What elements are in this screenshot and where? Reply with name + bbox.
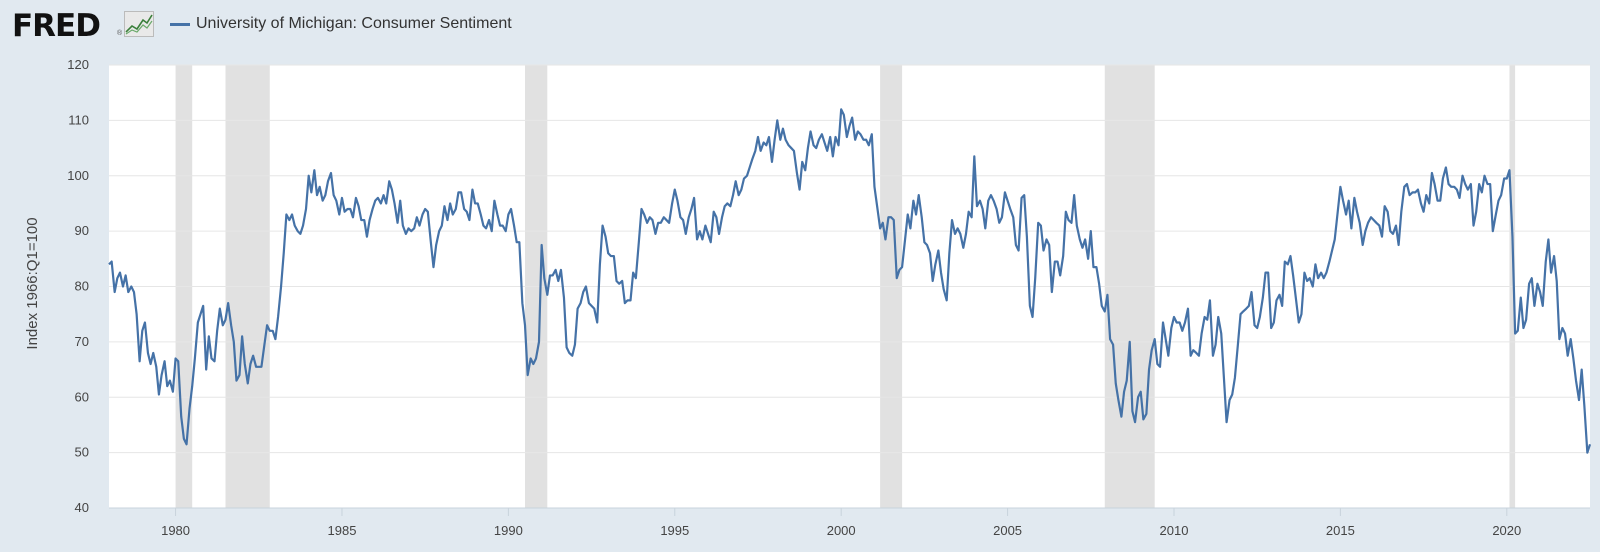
- x-tick-label-2020: 2020: [1492, 523, 1521, 538]
- y-tick-label-40: 40: [75, 500, 89, 515]
- y-tick-label-110: 110: [68, 112, 89, 127]
- y-tick-label-50: 50: [75, 445, 89, 460]
- y-axis-ticks: 40 50 60 70 80 90 100 110 120: [67, 57, 89, 515]
- fred-logo[interactable]: FRED: [12, 8, 101, 44]
- y-tick-label-70: 70: [75, 334, 89, 349]
- x-tick-label-1980: 1980: [161, 523, 190, 538]
- y-tick-label-90: 90: [75, 223, 89, 238]
- y-tick-label-120: 120: [67, 57, 89, 72]
- x-tick-label-2000: 2000: [827, 523, 856, 538]
- x-tick-label-1990: 1990: [494, 523, 523, 538]
- registered-mark: ®: [117, 30, 123, 37]
- chart-header: FRED ® University of Michigan: Consumer …: [0, 0, 1600, 52]
- x-tick-label-1995: 1995: [660, 523, 689, 538]
- y-axis-title: Index 1966:Q1=100: [24, 217, 41, 349]
- series-line-consumer-sentiment: [108, 108, 1592, 454]
- legend: University of Michigan: Consumer Sentime…: [170, 15, 512, 33]
- y-tick-label-80: 80: [75, 279, 89, 294]
- fred-graph-icon: [124, 11, 154, 37]
- x-tick-label-2005: 2005: [993, 523, 1022, 538]
- legend-label: University of Michigan: Consumer Sentime…: [196, 15, 512, 32]
- y-tick-label-100: 100: [67, 168, 89, 183]
- y-tick-label-60: 60: [75, 389, 89, 404]
- x-axis-ticks: 1980 1985 1990 1995 2000 2005 2010 2015 2020: [109, 507, 1590, 538]
- legend-swatch: [170, 22, 190, 26]
- x-tick-label-1985: 1985: [328, 523, 357, 538]
- x-tick-label-2010: 2010: [1160, 523, 1189, 538]
- x-tick-label-2015: 2015: [1326, 523, 1355, 538]
